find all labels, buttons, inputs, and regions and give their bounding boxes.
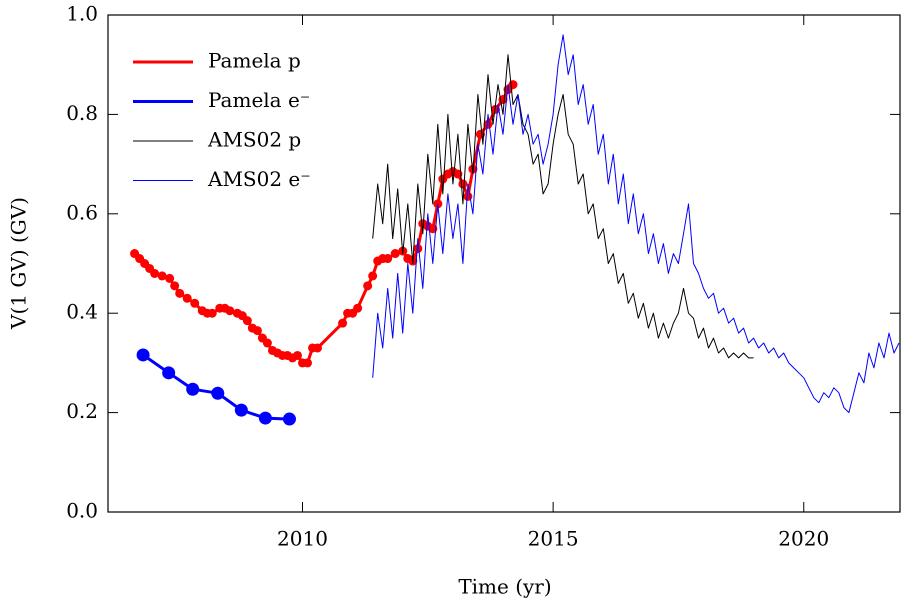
marker bbox=[150, 268, 160, 278]
marker bbox=[186, 382, 200, 396]
marker bbox=[363, 281, 373, 291]
marker bbox=[234, 403, 248, 417]
legend-label: Pamela e⁻ bbox=[208, 88, 310, 112]
marker bbox=[303, 358, 313, 368]
y-tick-label: 0.4 bbox=[66, 300, 98, 324]
marker bbox=[475, 129, 485, 139]
marker bbox=[165, 273, 175, 283]
x-tick-label: 2015 bbox=[528, 527, 579, 551]
legend-label: Pamela p bbox=[208, 49, 301, 73]
y-tick-label: 0.6 bbox=[66, 200, 98, 224]
x-tick-label: 2020 bbox=[778, 527, 829, 551]
marker bbox=[463, 191, 473, 201]
marker bbox=[338, 318, 348, 328]
series-line bbox=[372, 34, 900, 414]
x-axis-label: Time (yr) bbox=[458, 575, 551, 599]
marker bbox=[190, 298, 200, 308]
marker bbox=[353, 303, 363, 313]
marker bbox=[313, 343, 323, 353]
x-tick-label: 2010 bbox=[277, 527, 328, 551]
marker bbox=[175, 288, 185, 298]
y-tick-label: 0.8 bbox=[66, 101, 98, 125]
marker bbox=[182, 293, 192, 303]
marker bbox=[508, 80, 518, 90]
series-line bbox=[372, 54, 754, 359]
marker bbox=[207, 308, 217, 318]
y-tick-label: 0.0 bbox=[66, 499, 98, 523]
marker bbox=[368, 271, 378, 281]
marker bbox=[262, 338, 272, 348]
marker bbox=[483, 119, 493, 129]
marker bbox=[170, 281, 180, 291]
marker bbox=[458, 179, 468, 189]
marker bbox=[136, 348, 150, 362]
y-axis-label: V(1 GV) (GV) bbox=[7, 197, 31, 330]
marker bbox=[211, 386, 225, 400]
marker bbox=[413, 244, 423, 254]
legend-label: AMS02 p bbox=[207, 128, 301, 152]
marker bbox=[258, 411, 272, 425]
marker bbox=[383, 254, 393, 264]
marker bbox=[390, 249, 400, 259]
series-line bbox=[133, 83, 515, 365]
marker bbox=[162, 366, 176, 380]
marker bbox=[292, 350, 302, 360]
marker bbox=[282, 412, 296, 426]
marker bbox=[252, 326, 262, 336]
marker bbox=[157, 271, 167, 281]
y-tick-label: 0.2 bbox=[66, 399, 98, 423]
marker bbox=[225, 306, 235, 316]
legend-label: AMS02 e⁻ bbox=[207, 167, 311, 191]
y-tick-label: 1.0 bbox=[66, 2, 98, 26]
plot-frame bbox=[107, 14, 901, 513]
marker bbox=[242, 316, 252, 326]
